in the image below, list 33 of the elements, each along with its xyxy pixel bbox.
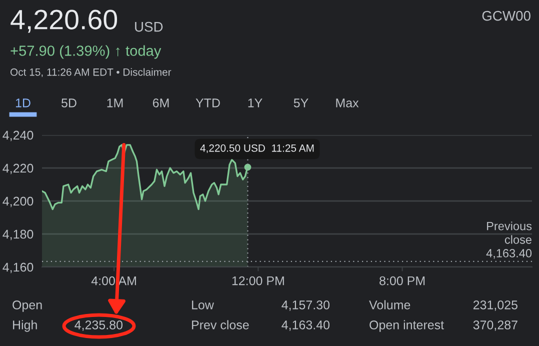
y-tick-label: 4,160 [2, 262, 34, 274]
text: Open interest [370, 320, 444, 332]
text: 1D [16, 98, 30, 108]
text: Open [12, 300, 42, 312]
text: 5Y [294, 98, 308, 108]
text: YTD [196, 98, 220, 108]
text: 1M [107, 98, 123, 108]
x-tick-label: 12:00 PM [232, 276, 284, 286]
x-tick-label: 8:00 PM [380, 276, 425, 286]
text: 4,163.40 [282, 320, 330, 331]
ref-line-label: Previous close 4,163.40 [486, 222, 532, 259]
text: 370,287 [473, 320, 518, 331]
text: 1Y [248, 98, 262, 108]
text: Low [192, 300, 214, 310]
text: GCW00 [482, 10, 530, 21]
chart-subtitle: +57.90 (1.39%) ↑ today [10, 45, 162, 59]
chart-title: 4,220.60 [10, 10, 118, 33]
y-tick-label: 4,220 [2, 164, 34, 174]
text: Prev close [192, 320, 249, 330]
text: 231,025 [473, 300, 518, 311]
annotation: 4,220.50 USD 11:25 AM [200, 144, 314, 154]
text: 4,235.80 [74, 320, 123, 331]
text: 6M [152, 98, 169, 108]
text: 5D [62, 98, 76, 108]
y-tick-label: 4,200 [2, 196, 34, 208]
y-tick-label: 4,180 [2, 230, 34, 240]
text: 4,157.30 [282, 300, 330, 311]
text: USD [135, 22, 163, 32]
text: Max [336, 98, 359, 108]
text: High [13, 320, 37, 332]
text: Volume [369, 300, 410, 310]
text: Oct 15, 11:26 AM EDT • Disclaimer [10, 68, 172, 78]
y-tick-label: 4,240 [2, 130, 34, 142]
